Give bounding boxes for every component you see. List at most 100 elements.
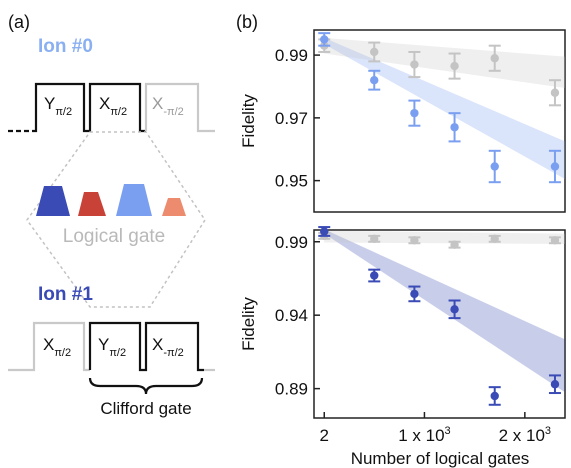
svg-text:Xπ/2: Xπ/2 [99,94,127,118]
chart-top-series-0-point-4 [488,149,501,184]
chart-bottom-series-1-point-1 [368,234,381,244]
data-point [550,236,560,245]
pulse-shape-red [78,192,106,216]
data-point [410,60,419,69]
ion1-pulse-1-base: Y [98,335,109,354]
data-point [550,88,560,97]
chart-bottom-series-0-point-3 [448,299,461,320]
data-point [450,305,459,314]
data-point [410,289,419,299]
chart-top-series-0-point-2 [408,99,421,127]
data-point [410,236,419,245]
clifford-gate-label: Clifford gate [100,399,191,418]
svg-text:Yπ/2: Yπ/2 [98,335,126,359]
ion0-pulse-0-sub: π/2 [55,106,72,118]
ion1-pulse-0: Xπ/2 [43,335,71,359]
data-point [490,234,499,244]
data-point [550,162,560,171]
chart-top-series-1-point-1 [368,41,381,63]
ion1-pulse-sequence [8,321,215,372]
chart-top-frame [313,29,566,213]
panel-a-label: (a) [8,12,30,32]
ion0-pulse-0: Yπ/2 [44,94,72,118]
chart-bottom-series-0-point-1 [368,268,381,283]
ion1-pulse-1-sub: π/2 [109,347,126,359]
chart-top: 0.99 0.97 0.95 Fidelity [239,29,566,213]
chart-bottom-frame [313,229,566,419]
chart-bottom-band-0 [324,229,565,393]
chart-top-series-0-point-1 [368,69,381,91]
clifford-brace [88,377,204,395]
ion1-pulse-2: X-π/2 [152,335,184,359]
data-point [490,162,499,171]
chart-bottom-ytick-label-0: 0.99 [275,233,308,252]
xtick-label-1-text: 1 x 10 [398,426,444,445]
xtick-label-0-text: 2 [320,426,329,445]
chart-top-series-1-point-3 [448,52,461,80]
data-point [450,240,459,249]
ion1-pulse-0-base: X [43,335,54,354]
ion1-pulse-1: Yπ/2 [98,335,126,359]
panel-b: (b) 0.99 0.97 0.95 Fidelity 0.99 0.94 0.89 2… [236,12,566,468]
data-point [410,108,419,118]
chart-top-band-1 [324,37,565,89]
data-point [320,35,329,44]
data-point [550,380,560,389]
chart-top-series-1-point-4 [488,44,501,72]
x-axis-label: Number of logical gates [351,449,530,468]
chart-bottom-ytick-label-1: 0.94 [275,306,308,325]
svg-text:Yπ/2: Yπ/2 [44,94,72,118]
data-point [490,391,499,401]
ion0-pulse-2-base: X [152,94,163,113]
pulse-shape-orange [162,198,186,216]
chart-top-ytick-label-0: 0.99 [275,46,308,65]
chart-top-series-0-point-0 [318,32,331,47]
chart-bottom-ylabel: Fidelity [239,297,258,351]
logical-gate-outline [26,131,206,308]
ion0-pulse-1-sub: π/2 [110,106,127,118]
chart-top-series-1-point-2 [408,50,421,79]
chart-bottom-series-1-point-4 [488,234,501,244]
svg-text:X-π/2: X-π/2 [152,335,184,359]
data-point [320,227,329,236]
ion0-pulse-sequence [8,82,215,133]
ion0-pulse-2-sub: -π/2 [163,106,183,118]
xtick-label-1-sup: 3 [445,425,451,437]
xtick-label-2-text: 2 x 10 [499,426,545,445]
panel-b-label: (b) [236,12,258,32]
xtick-label-2-sup: 3 [545,425,551,437]
chart-top-ylabel: Fidelity [239,94,258,148]
ion1-pulse-2-base: X [152,335,163,354]
ion1-pulse-2-sub: -π/2 [163,347,183,359]
chart-bottom-series-0-point-5 [548,374,561,395]
data-point [370,47,379,57]
data-point [370,271,379,280]
chart-top-band-0 [324,37,565,180]
data-point [450,61,459,71]
chart-top-series-0-point-5 [548,149,561,184]
chart-bottom-series-0-point-0 [318,226,331,237]
pulse-shape-light-blue [116,184,152,216]
data-point [370,234,379,244]
chart-bottom-series-0-point-4 [488,386,501,406]
data-point [490,54,499,63]
chart-bottom-series-1-point-5 [548,236,561,245]
ion1-pulse-0-sub: π/2 [54,347,71,359]
data-point [370,76,379,85]
ion0-pulse-2: X-π/2 [152,94,184,118]
chart-bottom-series-1-point-3 [448,240,461,249]
xtick-label-0: 2 [320,426,329,445]
data-point [450,123,459,132]
ion1-label: Ion #1 [38,284,93,305]
chart-top-series-1-point-5 [548,79,561,107]
chart-bottom-series-0-point-2 [408,285,421,303]
ion0-pulse-1: Xπ/2 [99,94,127,118]
ion0-pulse-1-base: X [99,94,110,113]
chart-top-series-0-point-3 [448,112,461,143]
pulse-shape-dark-blue [36,186,70,216]
xtick-label-1: 1 x 103 [398,425,450,445]
ion0-pulse-0-base: Y [44,94,55,113]
svg-text:Xπ/2: Xπ/2 [43,335,71,359]
